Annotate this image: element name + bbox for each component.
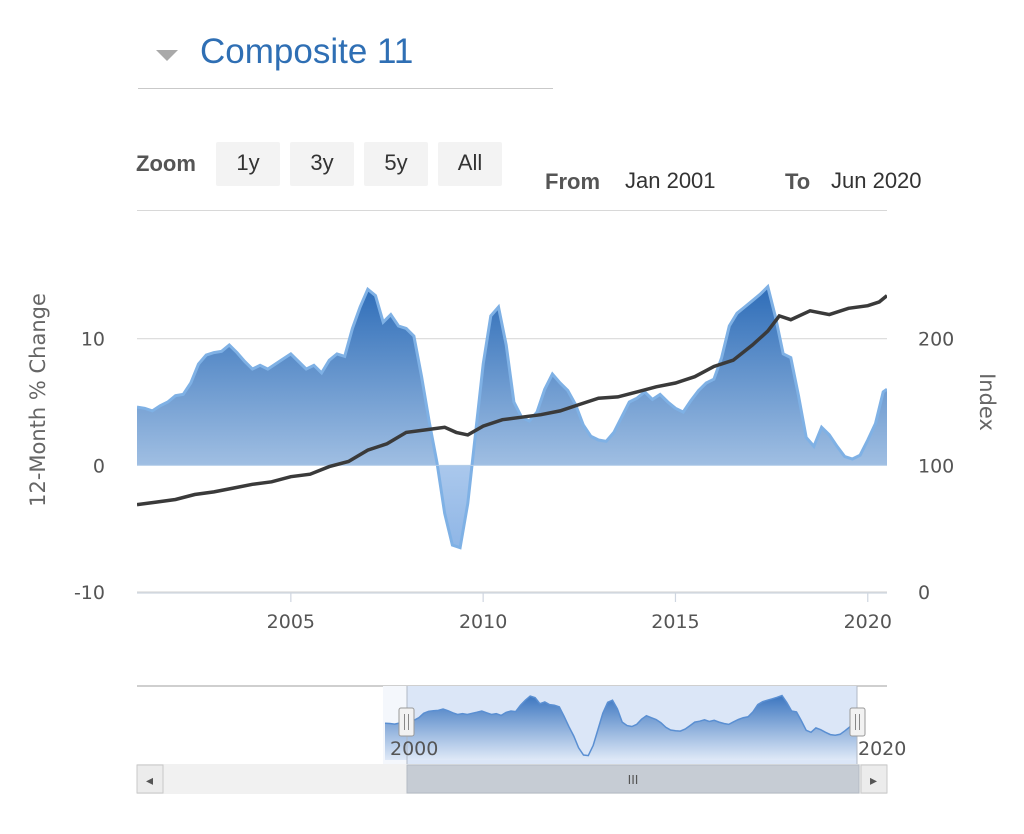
change-series-line [137,283,887,550]
left-axis-tick-label: 10 [81,329,105,351]
right-axis-tick-label: 200 [918,329,954,351]
navigator-label-start: 2000 [390,738,438,760]
navigator-label-end: 2020 [858,738,906,760]
left-axis-tick-label: 0 [93,455,105,477]
right-axis-tick-label: 100 [918,455,954,477]
dropdown-arrow-icon[interactable] [156,50,178,61]
x-axis-ticks: 2005 2010 2015 2020 [137,592,892,633]
scroll-right-button[interactable] [860,764,888,794]
scroll-left-button[interactable] [136,764,164,794]
navigator-line [384,694,857,757]
left-axis-title: 12-Month % Change [26,293,50,507]
zoom-label: Zoom [136,151,196,176]
zoom-1y-button[interactable]: 1y [216,142,280,186]
right-axis-tick-label: 0 [918,582,930,604]
right-axis-ticks: 200 100 0 [918,329,954,604]
right-axis-title: Index [975,373,999,431]
x-axis-tick-label: 2010 [459,611,507,633]
toolbar-divider [137,210,887,211]
x-axis-tick-label: 2020 [844,611,892,633]
left-axis-ticks: 10 0 -10 [74,329,105,604]
navigator-handle-left[interactable] [398,707,415,737]
navigator-area [385,695,857,760]
navigator-handle-right[interactable] [849,707,866,737]
scrollbar-thumb[interactable] [406,764,860,794]
x-axis-tick-label: 2005 [267,611,315,633]
index-series-line [137,294,887,507]
navigator[interactable]: 2000 2020 [137,685,906,764]
zoom-5y-button[interactable]: 5y [364,142,428,186]
to-date-input[interactable]: Jun 2020 [831,168,922,193]
page-title[interactable]: Composite 11 [200,32,414,71]
left-axis-tick-label: -10 [74,582,105,604]
x-axis-tick-label: 2015 [651,611,699,633]
from-date-input[interactable]: Jan 2001 [625,168,716,193]
scroll-left-icon: ◂ [146,772,153,788]
scroll-right-icon: ▸ [870,772,877,788]
from-label: From [545,169,600,194]
zoom-3y-button[interactable]: 3y [290,142,354,186]
change-area-positive [137,286,887,466]
scrollbar[interactable]: ◂ III ▸ [136,764,888,794]
to-label: To [785,169,811,194]
zoom-all-button[interactable]: All [438,142,502,186]
scrollbar-grip-icon: III [628,772,639,787]
title-bar: Composite 11 [138,20,553,89]
